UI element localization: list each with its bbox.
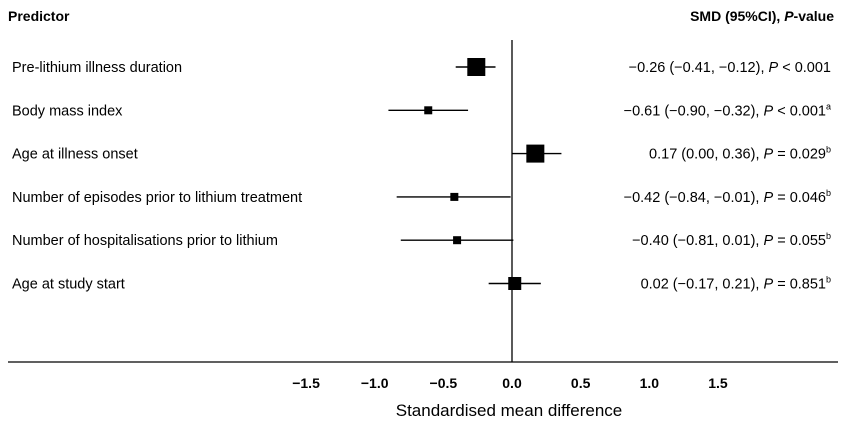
x-tick-label: 1.5 [708,375,728,391]
x-tick-label: −1.0 [361,375,389,391]
predictor-label: Age at illness onset [12,147,138,163]
point-estimate-marker [453,236,462,245]
smd-result-text: 0.02 (−0.17, 0.21), P = 0.851b [641,275,831,293]
forest-row: Number of hospitalisations prior to lith… [12,231,831,249]
predictor-label: Age at study start [12,277,125,293]
smd-result-text: −0.40 (−0.81, 0.01), P = 0.055b [632,231,831,249]
predictor-label: Body mass index [12,103,123,119]
point-estimate-marker [450,192,459,201]
x-tick-label: −0.5 [430,375,458,391]
forest-row: Pre-lithium illness duration −0.26 (−0.41… [12,58,831,76]
point-estimate-marker [467,58,486,76]
smd-result-text: 0.17 (0.00, 0.36), P = 0.029b [649,145,831,163]
x-axis-label: Standardised mean difference [396,401,623,420]
smd-result-text: −0.26 (−0.41, −0.12), P < 0.001 [629,60,831,76]
smd-result-text: −0.61 (−0.90, −0.32), P < 0.001a [624,101,831,119]
predictor-label: Pre-lithium illness duration [12,60,182,76]
predictor-label: Number of hospitalisations prior to lith… [12,233,278,249]
smd-result-text: −0.42 (−0.84, −0.01), P = 0.046b [624,188,831,206]
forest-row: Body mass index −0.61 (−0.90, −0.32), P <… [12,101,831,119]
x-tick-label: 0.0 [502,375,522,391]
forest-row: Age at illness onset 0.17 (0.00, 0.36), P… [12,144,831,163]
forest-row: Number of episodes prior to lithium trea… [12,188,831,206]
forest-rows: Pre-lithium illness duration −0.26 (−0.41… [12,58,831,293]
header-predictor: Predictor [8,8,70,24]
x-tick-label: 0.5 [571,375,591,391]
x-tick-label: −1.5 [292,375,320,391]
point-estimate-marker [526,144,545,163]
x-axis-ticks: −1.5 −1.0 −0.5 0.0 0.5 1.0 1.5 [292,375,728,391]
header-smd-pvalue: SMD (95%CI), P-value [690,8,834,24]
forest-row: Age at study start 0.02 (−0.17, 0.21), P … [12,275,831,293]
point-estimate-marker [508,277,522,290]
point-estimate-marker [424,106,433,115]
x-tick-label: 1.0 [640,375,660,391]
predictor-label: Number of episodes prior to lithium trea… [12,190,302,206]
